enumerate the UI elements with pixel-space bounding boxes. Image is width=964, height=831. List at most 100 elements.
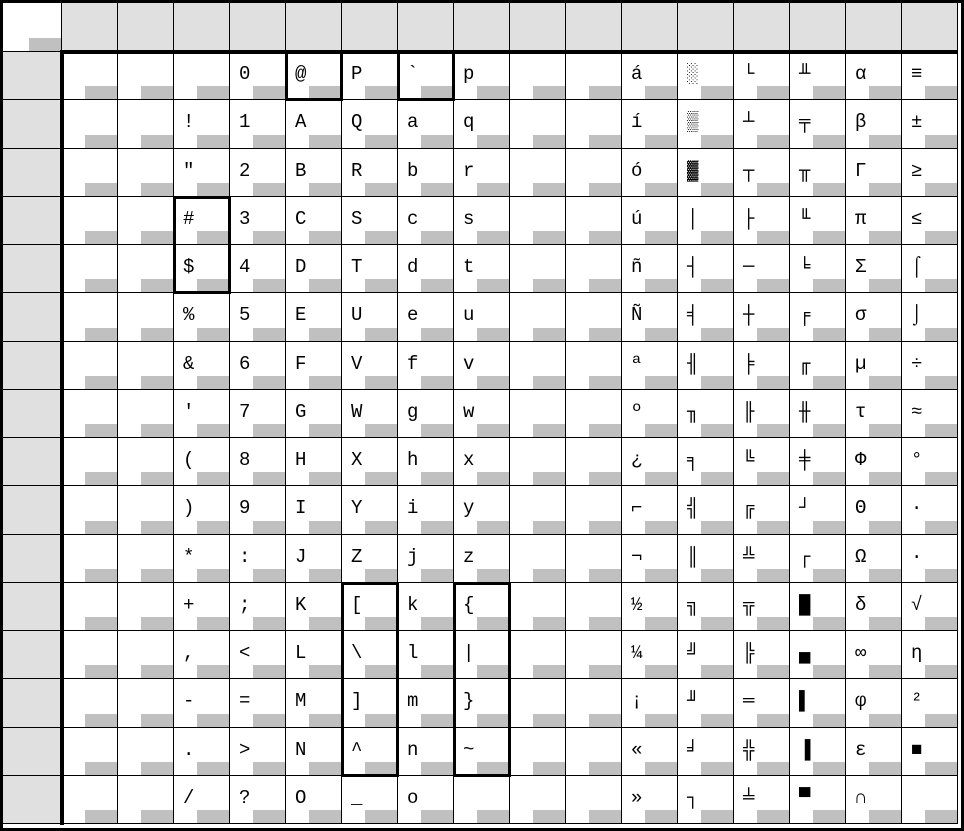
char-cell[interactable] xyxy=(118,52,174,101)
row-header[interactable] xyxy=(3,293,62,342)
char-cell[interactable] xyxy=(510,727,566,776)
char-cell[interactable]: " xyxy=(174,148,230,197)
char-cell[interactable]: ╪ xyxy=(790,438,846,487)
char-cell[interactable]: { xyxy=(454,582,510,631)
char-cell[interactable]: g xyxy=(398,389,454,438)
char-cell[interactable]: σ xyxy=(846,293,902,342)
row-header[interactable] xyxy=(3,389,62,438)
char-cell[interactable]: . xyxy=(174,727,230,776)
char-cell[interactable]: D xyxy=(286,245,342,294)
char-cell[interactable]: ▒ xyxy=(678,100,734,149)
char-cell[interactable] xyxy=(62,52,118,101)
char-cell[interactable] xyxy=(62,100,118,149)
char-cell[interactable]: ┘ xyxy=(790,486,846,535)
char-cell[interactable]: Q xyxy=(342,100,398,149)
char-cell[interactable]: \ xyxy=(342,631,398,680)
char-cell[interactable]: Ω xyxy=(846,534,902,583)
char-cell[interactable]: p xyxy=(454,52,510,101)
column-header[interactable] xyxy=(342,3,398,52)
char-cell[interactable] xyxy=(118,727,174,776)
char-cell[interactable]: ~ xyxy=(454,727,510,776)
char-cell[interactable]: ╙ xyxy=(790,196,846,245)
char-cell[interactable]: 9 xyxy=(230,486,286,535)
char-cell[interactable]: ∩ xyxy=(846,775,902,824)
char-cell[interactable]: W xyxy=(342,389,398,438)
row-header[interactable] xyxy=(3,245,62,294)
char-cell[interactable]: á xyxy=(622,52,678,101)
char-cell[interactable]: ⌡ xyxy=(902,293,958,342)
char-cell[interactable]: ⌠ xyxy=(902,245,958,294)
row-header[interactable] xyxy=(3,679,62,728)
char-cell[interactable]: « xyxy=(622,727,678,776)
char-cell[interactable]: - xyxy=(174,679,230,728)
char-cell[interactable]: k xyxy=(398,582,454,631)
char-cell[interactable]: ╚ xyxy=(734,438,790,487)
char-cell[interactable]: M xyxy=(286,679,342,728)
char-cell[interactable] xyxy=(62,438,118,487)
column-header[interactable] xyxy=(118,3,174,52)
char-cell[interactable] xyxy=(902,775,958,824)
char-cell[interactable]: ª xyxy=(622,341,678,390)
char-cell[interactable] xyxy=(118,631,174,680)
char-cell[interactable] xyxy=(510,775,566,824)
char-cell[interactable]: ╩ xyxy=(734,534,790,583)
char-cell[interactable]: I xyxy=(286,486,342,535)
char-cell[interactable]: ` xyxy=(398,52,454,101)
char-cell[interactable]: [ xyxy=(342,582,398,631)
char-cell[interactable]: a xyxy=(398,100,454,149)
char-cell[interactable] xyxy=(566,52,622,101)
char-cell[interactable] xyxy=(118,582,174,631)
char-cell[interactable]: + xyxy=(174,582,230,631)
char-cell[interactable] xyxy=(62,534,118,583)
char-cell[interactable]: √ xyxy=(902,582,958,631)
char-cell[interactable]: ▄ xyxy=(790,631,846,680)
char-cell[interactable]: y xyxy=(454,486,510,535)
char-cell[interactable]: ═ xyxy=(734,679,790,728)
char-cell[interactable] xyxy=(510,534,566,583)
char-cell[interactable]: P xyxy=(342,52,398,101)
char-cell[interactable] xyxy=(118,293,174,342)
char-cell[interactable]: b xyxy=(398,148,454,197)
char-cell[interactable] xyxy=(566,245,622,294)
char-cell[interactable]: ╘ xyxy=(790,245,846,294)
char-cell[interactable] xyxy=(566,631,622,680)
char-cell[interactable]: ; xyxy=(230,582,286,631)
char-cell[interactable]: h xyxy=(398,438,454,487)
char-cell[interactable] xyxy=(566,293,622,342)
char-cell[interactable]: ≡ xyxy=(902,52,958,101)
char-cell[interactable] xyxy=(510,631,566,680)
char-cell[interactable]: ╟ xyxy=(734,389,790,438)
char-cell[interactable]: n xyxy=(398,727,454,776)
char-cell[interactable]: ? xyxy=(230,775,286,824)
char-cell[interactable]: * xyxy=(174,534,230,583)
char-cell[interactable]: ─ xyxy=(734,245,790,294)
char-cell[interactable]: τ xyxy=(846,389,902,438)
char-cell[interactable] xyxy=(510,293,566,342)
char-cell[interactable]: X xyxy=(342,438,398,487)
char-cell[interactable] xyxy=(118,438,174,487)
char-cell[interactable]: E xyxy=(286,293,342,342)
char-cell[interactable]: ╥ xyxy=(790,148,846,197)
char-cell[interactable]: ╝ xyxy=(678,631,734,680)
column-header[interactable] xyxy=(622,3,678,52)
char-cell[interactable]: > xyxy=(230,727,286,776)
char-cell[interactable]: ⌐ xyxy=(622,486,678,535)
char-cell[interactable] xyxy=(566,582,622,631)
char-cell[interactable] xyxy=(118,100,174,149)
char-cell[interactable]: $ xyxy=(174,245,230,294)
char-cell[interactable] xyxy=(118,775,174,824)
char-cell[interactable]: │ xyxy=(678,196,734,245)
char-cell[interactable]: ╔ xyxy=(734,486,790,535)
char-cell[interactable]: ╛ xyxy=(678,727,734,776)
char-cell[interactable]: ╒ xyxy=(790,293,846,342)
char-cell[interactable]: t xyxy=(454,245,510,294)
char-cell[interactable]: Ñ xyxy=(622,293,678,342)
char-cell[interactable]: ÷ xyxy=(902,341,958,390)
char-cell[interactable]: ▓ xyxy=(678,148,734,197)
char-cell[interactable] xyxy=(510,148,566,197)
char-cell[interactable]: 5 xyxy=(230,293,286,342)
char-cell[interactable]: ▐ xyxy=(790,727,846,776)
char-cell[interactable]: ╢ xyxy=(678,341,734,390)
char-cell[interactable]: ▀ xyxy=(790,775,846,824)
row-header[interactable] xyxy=(3,631,62,680)
